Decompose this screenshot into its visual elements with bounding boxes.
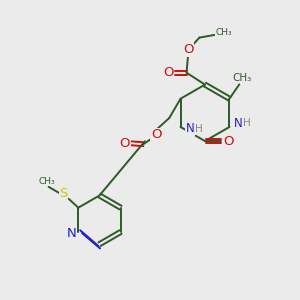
Text: CH₃: CH₃ [39,177,56,186]
Text: S: S [59,187,68,200]
Text: O: O [183,43,193,56]
Text: N: N [186,122,195,135]
Text: N: N [67,227,77,240]
Text: O: O [120,137,130,150]
Text: CH₃: CH₃ [232,73,252,83]
Text: O: O [151,128,161,141]
Text: H: H [195,124,203,134]
Text: O: O [163,66,173,79]
Text: N: N [234,118,243,130]
Text: CH₃: CH₃ [216,28,232,37]
Text: O: O [223,135,234,148]
Text: H: H [243,118,251,128]
